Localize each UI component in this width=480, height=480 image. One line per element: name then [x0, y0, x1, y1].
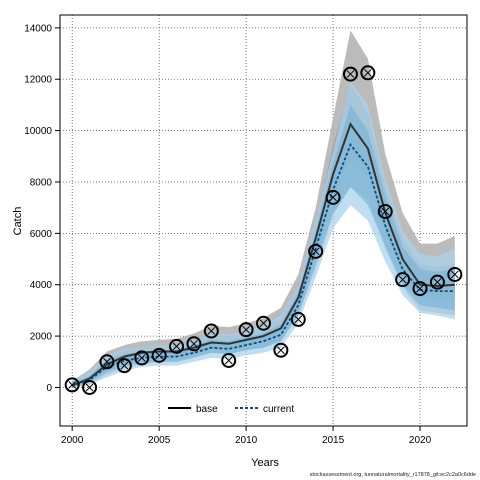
- observed-point: [273, 342, 289, 358]
- observed-point: [377, 204, 393, 220]
- observed-point-cross: [155, 351, 163, 360]
- observed-point: [99, 354, 115, 370]
- observed-point: [169, 338, 185, 354]
- y-tick-label: 14000: [24, 23, 52, 34]
- legend: base current: [168, 404, 294, 415]
- confidence-bands: [72, 30, 455, 388]
- axes: 2000 2005 2010 2015 2020 0 2000 4000 6000 8000 100…: [24, 23, 431, 446]
- observed-point-cross: [346, 70, 355, 78]
- observed-point-cross: [381, 207, 390, 216]
- observed-point-cross: [398, 275, 407, 284]
- observed-point-cross: [224, 356, 233, 365]
- observed-point-cross: [329, 193, 337, 202]
- observed-point: [308, 243, 324, 259]
- observed-point: [134, 350, 150, 366]
- observed-point-cross: [120, 361, 129, 370]
- observed-point: [447, 266, 463, 282]
- y-tick-label: 2000: [30, 332, 53, 343]
- footer-credit: stockassessment.org, tunnaturalmortality…: [309, 472, 476, 478]
- observed-point-cross: [433, 278, 442, 287]
- observed-point: [360, 65, 376, 81]
- x-tick-label: 2010: [235, 435, 258, 446]
- legend-label-base: base: [196, 404, 218, 415]
- x-tick-label: 2000: [61, 435, 84, 446]
- observed-point-cross: [68, 381, 77, 389]
- observed-point: [203, 323, 219, 339]
- observed-point: [290, 311, 306, 327]
- observed-point: [412, 281, 428, 297]
- observed-point: [116, 358, 132, 374]
- y-tick-label: 4000: [30, 280, 53, 291]
- observed-point-cross: [277, 346, 285, 355]
- y-tick-label: 6000: [30, 229, 53, 240]
- observed-point: [429, 274, 445, 290]
- observed-point: [325, 189, 341, 205]
- y-tick-label: 12000: [24, 75, 52, 86]
- observed-point-cross: [207, 327, 216, 335]
- x-tick-label: 2020: [409, 435, 432, 446]
- y-tick-label: 8000: [30, 177, 53, 188]
- observed-point-cross: [450, 270, 459, 279]
- x-tick-label: 2005: [148, 435, 171, 446]
- legend-label-current: current: [263, 404, 294, 415]
- plot-frame: [59, 14, 468, 427]
- y-tick-label: 10000: [24, 126, 52, 137]
- current-inner-band: [72, 104, 455, 388]
- y-axis-title: Catch: [12, 207, 24, 236]
- y-tick-label: 0: [46, 383, 52, 394]
- observed-point: [151, 347, 167, 363]
- observed-point: [238, 322, 254, 338]
- observed-point: [64, 377, 80, 393]
- observed-point-cross: [311, 247, 320, 256]
- observed-point-cross: [364, 68, 372, 77]
- observed-point-cross: [137, 354, 146, 362]
- observed-point-cross: [103, 357, 111, 366]
- observed-point: [82, 379, 98, 395]
- x-axis-title: Years: [251, 457, 279, 469]
- observed-points: [64, 65, 463, 395]
- observed-point-cross: [85, 383, 94, 392]
- observed-point-cross: [259, 319, 268, 328]
- observed-point: [395, 272, 411, 288]
- x-tick-label: 2015: [322, 435, 345, 446]
- observed-point: [256, 315, 271, 331]
- observed-point: [186, 336, 202, 352]
- observed-point: [342, 66, 358, 82]
- observed-point: [221, 352, 237, 368]
- observed-point-cross: [242, 325, 250, 334]
- observed-point-cross: [172, 342, 181, 351]
- observed-point-cross: [294, 315, 303, 324]
- observed-point-cross: [190, 339, 198, 348]
- observed-point-cross: [416, 284, 424, 293]
